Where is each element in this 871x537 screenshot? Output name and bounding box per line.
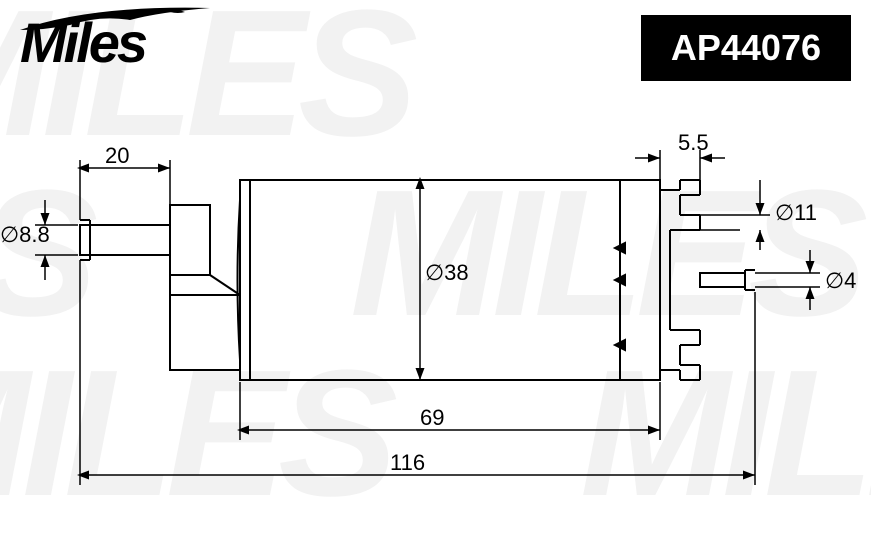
dim-right-large-diameter: ∅11 <box>775 200 817 226</box>
dim-right-tip-length: 5.5 <box>678 130 709 156</box>
dim-total-length: 116 <box>390 450 425 476</box>
engineering-drawing <box>0 120 871 530</box>
dim-body-length: 69 <box>420 405 444 431</box>
dim-right-small-diameter: ∅4 <box>825 268 856 294</box>
part-number-badge: AP44076 <box>641 15 851 81</box>
dim-body-diameter: ∅38 <box>425 260 469 286</box>
dim-left-shaft-diameter: ∅8.8 <box>0 222 50 248</box>
dim-left-shaft-length: 20 <box>105 143 129 169</box>
brand-logo: Miles <box>20 10 145 75</box>
